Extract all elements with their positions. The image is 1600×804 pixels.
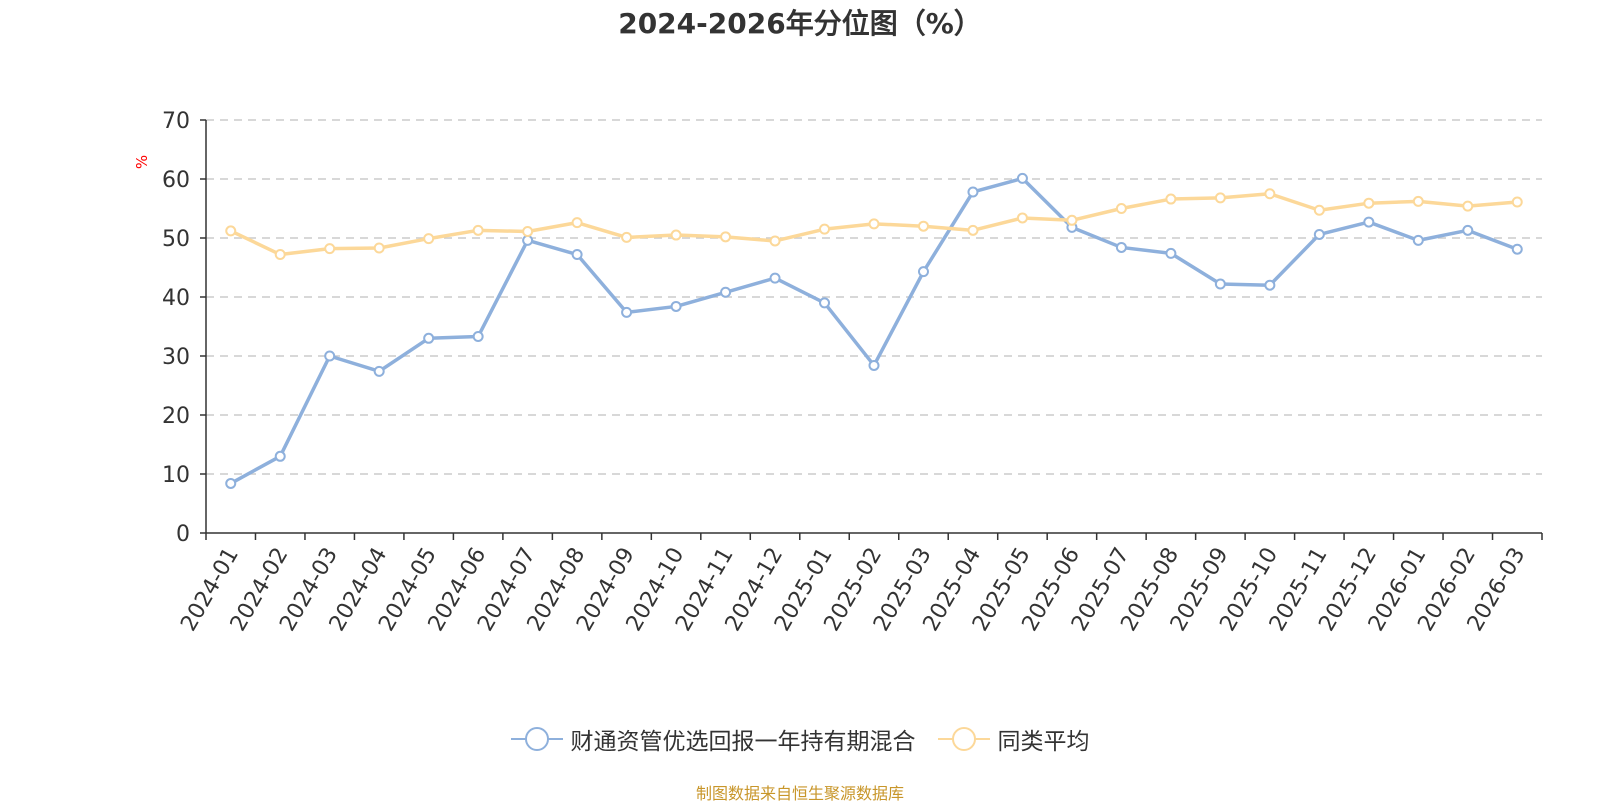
data-point [1016,212,1028,224]
data-point [720,286,732,298]
data-point [621,306,633,318]
y-tick-label: 40 [162,286,190,311]
data-point [1462,200,1474,212]
data-point [670,229,682,241]
data-point [1214,278,1226,290]
data-point [1165,247,1177,259]
data-point [522,234,534,246]
legend-label-average: 同类平均 [997,729,1090,755]
data-point [1066,214,1078,226]
data-point [472,224,484,236]
data-point [522,226,534,238]
data-point [917,220,929,232]
data-point [769,272,781,284]
data-point [1115,203,1127,214]
data-point [670,300,682,312]
legend-item-fund[interactable]: 财通资管优选回报一年持有期混合 [510,722,916,756]
series-0 [225,172,1523,489]
data-point [1363,197,1375,209]
data-point [1313,228,1325,240]
data-point [769,235,781,247]
data-point [720,231,732,243]
data-point [225,477,237,489]
data-point [1363,216,1375,228]
y-tick-label: 0 [176,522,190,547]
data-point [472,331,484,343]
grid-lines [206,119,1542,475]
data-point [324,243,336,255]
data-point [571,249,583,261]
chart-title: 2024-2026年分位图（%） [618,7,982,40]
data-point [423,332,435,344]
data-point [1412,234,1424,246]
data-point [373,242,385,254]
y-tick-label: 50 [162,227,190,252]
data-point [423,233,435,245]
legend-marker-average [937,727,990,751]
legend-label-fund: 财通资管优选回报一年持有期混合 [570,729,916,755]
y-tick-label: 30 [162,345,190,370]
data-point [1462,224,1474,236]
data-point [819,297,831,309]
data-point [819,223,831,235]
data-point [274,450,286,462]
y-tick-label: 20 [162,404,190,429]
data-point [868,359,880,371]
data-point [373,365,385,377]
data-point [1016,172,1028,184]
data-point [868,218,880,230]
data-point [967,224,979,236]
data-point [1412,195,1424,207]
axes: 0102030405060702024-012024-022024-032024… [162,109,1543,636]
data-point [967,186,979,198]
data-point [1313,204,1325,216]
series-lines [225,172,1523,489]
data-point [571,217,583,229]
data-point [225,225,237,237]
data-point [1511,243,1523,255]
y-tick-label: 60 [162,168,190,193]
data-point [917,266,929,278]
data-point [1264,279,1276,291]
series-1 [225,188,1523,261]
data-point [1511,196,1523,208]
data-point [1214,192,1226,204]
data-point [324,350,336,362]
data-point [1115,241,1127,253]
data-point [274,249,286,261]
legend-item-average[interactable]: 同类平均 [937,722,1090,756]
data-point [621,231,633,243]
data-source-note: 制图数据来自恒生聚源数据库 [695,784,904,803]
y-tick-label: 10 [162,463,190,488]
y-tick-label: 70 [162,109,190,134]
y-axis-label: % [133,155,151,169]
legend-marker-fund [510,727,563,751]
legend: 财通资管优选回报一年持有期混合 同类平均 [0,722,1600,756]
data-point [1264,188,1276,200]
data-point [1165,193,1177,205]
